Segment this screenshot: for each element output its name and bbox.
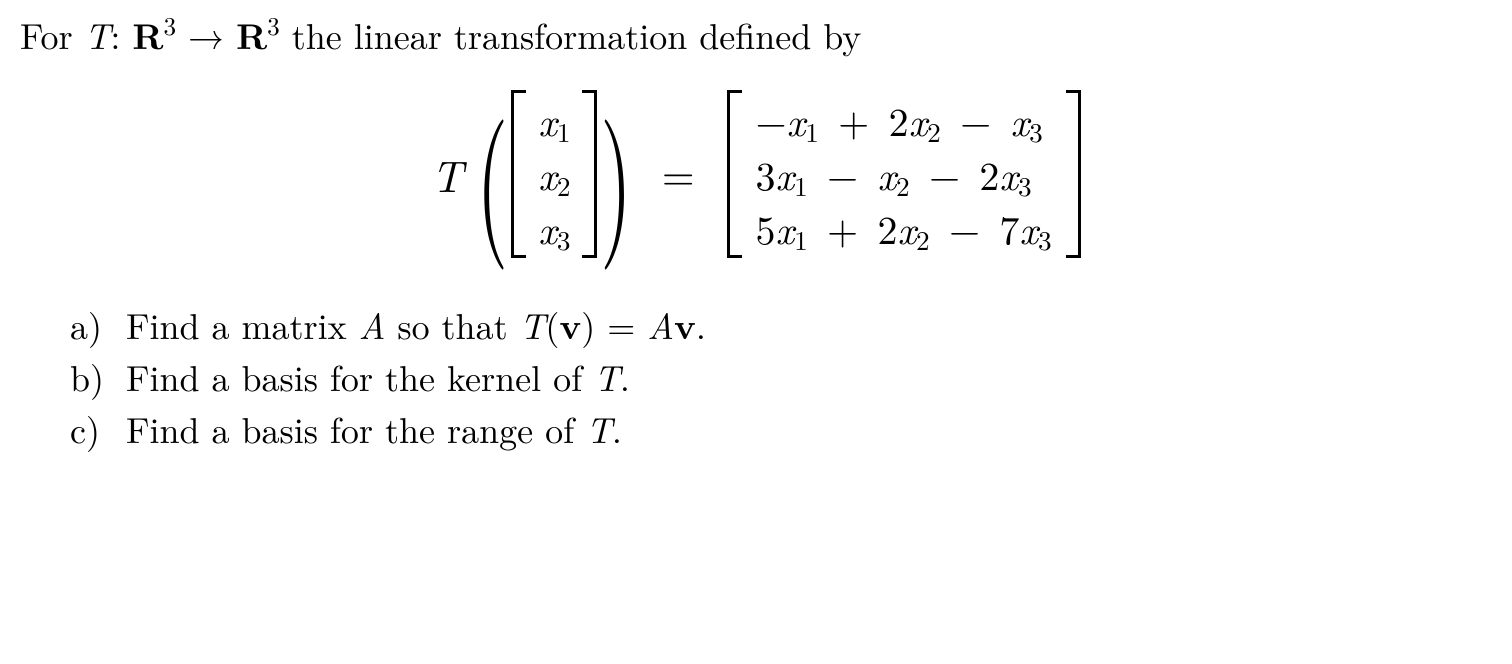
part-a: a) Find a matrix A so that T(v) = Av. bbox=[70, 298, 1492, 351]
r1-c2: 2 bbox=[889, 91, 909, 148]
r1-op1: + bbox=[819, 91, 889, 148]
part-b-label: b) bbox=[70, 351, 126, 403]
sym-R-codomain: R bbox=[236, 10, 267, 59]
eq-T: T bbox=[431, 142, 463, 205]
r3-op2: − bbox=[930, 199, 1000, 256]
b-T: T bbox=[594, 351, 620, 402]
r2-v3: x bbox=[999, 145, 1018, 202]
input-entries: x1 x2 x3 bbox=[532, 90, 576, 258]
a-v: v bbox=[559, 298, 581, 350]
a-rp: ) = bbox=[581, 299, 647, 350]
r3-c1: 5 bbox=[756, 199, 776, 256]
r2-v2: x bbox=[877, 145, 896, 202]
b-pre: Find a basis for the kernel of bbox=[126, 351, 594, 402]
input-entry-1: x1 bbox=[538, 100, 570, 140]
r2-v1: x bbox=[776, 145, 795, 202]
r2-c1: 3 bbox=[756, 145, 776, 202]
r1-v3: x bbox=[1011, 91, 1030, 148]
c-T: T bbox=[586, 403, 612, 454]
r3-s1: 1 bbox=[794, 219, 808, 258]
a-pre: Find a matrix bbox=[126, 299, 359, 350]
parts-list: a) Find a matrix A so that T(v) = Av. b)… bbox=[70, 298, 1492, 456]
c-dot: . bbox=[612, 403, 622, 454]
rbracket-out-icon bbox=[1066, 90, 1081, 258]
lparen-icon: ( bbox=[476, 117, 508, 222]
a-T: T bbox=[520, 299, 546, 350]
part-c-label: c) bbox=[70, 403, 126, 455]
equals-sign: = bbox=[662, 144, 695, 203]
r3-op1: + bbox=[808, 199, 878, 256]
r1-v2: x bbox=[909, 91, 928, 148]
r3-s3: 3 bbox=[1038, 219, 1052, 258]
output-row-1: −x1 + 2x2 − x3 bbox=[756, 100, 1052, 140]
r2-op2: − bbox=[910, 145, 980, 202]
intro-tail: the linear transformation defined by bbox=[280, 11, 862, 60]
input-vector: x1 x2 x3 bbox=[511, 90, 597, 258]
rbracket-icon bbox=[582, 90, 597, 258]
r1-v1: x bbox=[787, 91, 806, 148]
part-a-label: a) bbox=[70, 299, 126, 351]
input-entry-3: x3 bbox=[538, 208, 570, 248]
r3-v2: x bbox=[897, 199, 916, 256]
sym-T: T bbox=[85, 11, 111, 60]
c-pre: Find a basis for the range of bbox=[126, 403, 586, 454]
sub-2: 2 bbox=[557, 165, 571, 204]
r3-v1: x bbox=[776, 199, 795, 256]
var-x3: x bbox=[538, 199, 557, 256]
r1-op2: − bbox=[941, 91, 1011, 148]
part-c-text: Find a basis for the range of T. bbox=[126, 403, 622, 455]
intro-line: For T : R 3 → R 3 the linear transformat… bbox=[20, 10, 1492, 60]
b-dot: . bbox=[620, 351, 630, 402]
a-A2: A bbox=[647, 299, 674, 350]
eq-row: T ( x1 x2 x3 ) = bbox=[431, 90, 1080, 258]
part-a-text: Find a matrix A so that T(v) = Av. bbox=[126, 298, 706, 351]
sym-R-domain: R bbox=[132, 10, 163, 59]
output-entries: −x1 + 2x2 − x3 3x1 − x2 − 2x3 5x1 + 2x2 … bbox=[748, 90, 1060, 258]
display-equation: T ( x1 x2 x3 ) = bbox=[20, 90, 1492, 258]
text-colon: : bbox=[110, 11, 132, 60]
r1-sign: − bbox=[756, 91, 787, 148]
var-x1: x bbox=[538, 91, 557, 148]
r3-c3: 7 bbox=[999, 199, 1019, 256]
exp-codomain: 3 bbox=[267, 9, 280, 43]
r2-op1: − bbox=[808, 145, 878, 202]
page: For T : R 3 → R 3 the linear transformat… bbox=[0, 0, 1512, 475]
a-lp: ( bbox=[545, 299, 559, 350]
arrow: → bbox=[176, 11, 236, 60]
lbracket-out-icon bbox=[727, 90, 742, 258]
text-for: For bbox=[20, 11, 85, 60]
output-vector: −x1 + 2x2 − x3 3x1 − x2 − 2x3 5x1 + 2x2 … bbox=[727, 90, 1081, 258]
r1-s3: 3 bbox=[1029, 111, 1043, 150]
r1-s2: 2 bbox=[927, 111, 941, 150]
sub-1: 1 bbox=[557, 111, 571, 150]
r3-c2: 2 bbox=[877, 199, 897, 256]
r2-s1: 1 bbox=[794, 165, 808, 204]
r3-s2: 2 bbox=[916, 219, 930, 258]
part-c: c) Find a basis for the range of T. bbox=[70, 403, 1492, 455]
r3-v3: x bbox=[1019, 199, 1038, 256]
a-dot: . bbox=[696, 299, 706, 350]
var-x2: x bbox=[538, 145, 557, 202]
r2-s3: 3 bbox=[1018, 165, 1032, 204]
a-mid: so that bbox=[385, 299, 519, 350]
rparen-icon: ) bbox=[601, 117, 633, 222]
part-b-text: Find a basis for the kernel of T. bbox=[126, 351, 630, 403]
sub-3: 3 bbox=[557, 219, 571, 258]
output-row-2: 3x1 − x2 − 2x3 bbox=[756, 154, 1052, 194]
lbracket-icon bbox=[511, 90, 526, 258]
a-A: A bbox=[359, 299, 386, 350]
r1-s1: 1 bbox=[805, 111, 819, 150]
a-v2: v bbox=[674, 298, 696, 350]
exp-domain: 3 bbox=[163, 9, 176, 43]
part-b: b) Find a basis for the kernel of T. bbox=[70, 351, 1492, 403]
output-row-3: 5x1 + 2x2 − 7x3 bbox=[756, 208, 1052, 248]
r2-c3: 2 bbox=[979, 145, 999, 202]
input-entry-2: x2 bbox=[538, 154, 570, 194]
r2-s2: 2 bbox=[896, 165, 910, 204]
